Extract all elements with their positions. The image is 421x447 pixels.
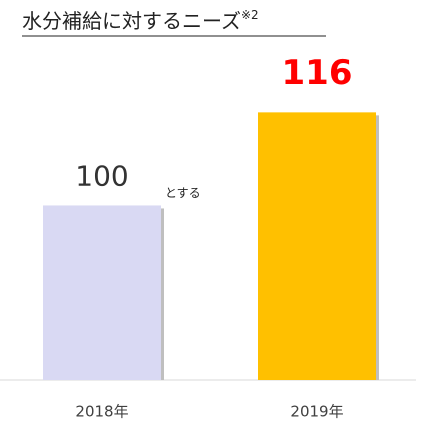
- value-label: 116: [282, 53, 353, 93]
- bar-shadow: [376, 115, 379, 380]
- x-tick-label: 2018年: [75, 403, 128, 421]
- bar-shadow: [161, 208, 164, 380]
- title-note: ※2: [241, 8, 259, 22]
- value-label: 100: [75, 159, 128, 192]
- chart-title: 水分補給に対するニーズ※2: [22, 8, 259, 33]
- title-main: 水分補給に対するニーズ: [22, 9, 241, 33]
- annotation: とする: [165, 186, 201, 200]
- x-tick-label: 2019年: [290, 403, 343, 421]
- bar: [258, 112, 376, 380]
- bar: [43, 205, 161, 380]
